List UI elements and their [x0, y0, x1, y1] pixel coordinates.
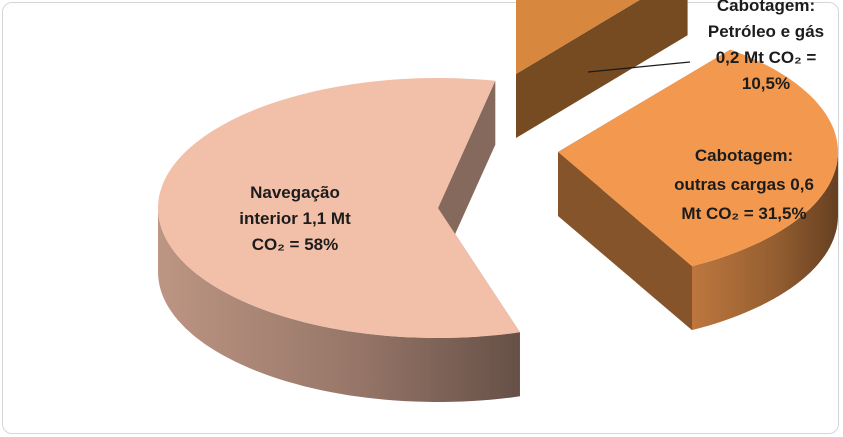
slice-cut-face [516, 0, 688, 138]
pie-slice-2 [558, 49, 838, 331]
pie-slice-0 [158, 78, 520, 402]
slice-top-face [558, 49, 838, 267]
slice-label-line: Cabotagem: [695, 146, 793, 165]
slice-cut-face [558, 152, 692, 331]
pie-slice-1 [516, 0, 688, 138]
slice-side-wall [158, 208, 520, 402]
slice-label-2: Cabotagem: outras cargas 0,6 Mt CO₂ = 31,5… [674, 146, 814, 223]
slice-label-0: Navegação interior 1,1 Mt CO₂ = 58% [239, 183, 351, 254]
slice-top-face [516, 0, 640, 74]
slice-label-line: Navegação [250, 183, 340, 202]
slice-label-line: CO₂ = 58% [252, 235, 338, 254]
slice-label-line: interior 1,1 Mt [239, 209, 351, 228]
slice-label-line: outras cargas 0,6 [674, 175, 814, 194]
slice-cut-face [438, 80, 496, 272]
slice-label-line: Cabotagem: [717, 0, 815, 15]
slice-label-line: Mt CO₂ = 31,5% [681, 204, 806, 223]
slice-label-line: Petróleo e gás [708, 22, 824, 41]
slice-top-face [158, 78, 520, 338]
slice-label-1: Cabotagem: Petróleo e gás 0,2 Mt CO₂ = 10,5… [708, 0, 824, 93]
leader-line [587, 61, 691, 73]
slice-label-line: 10,5% [742, 74, 790, 93]
slice-label-line: 0,2 Mt CO₂ = [716, 48, 817, 67]
slice-side-wall [692, 152, 838, 331]
